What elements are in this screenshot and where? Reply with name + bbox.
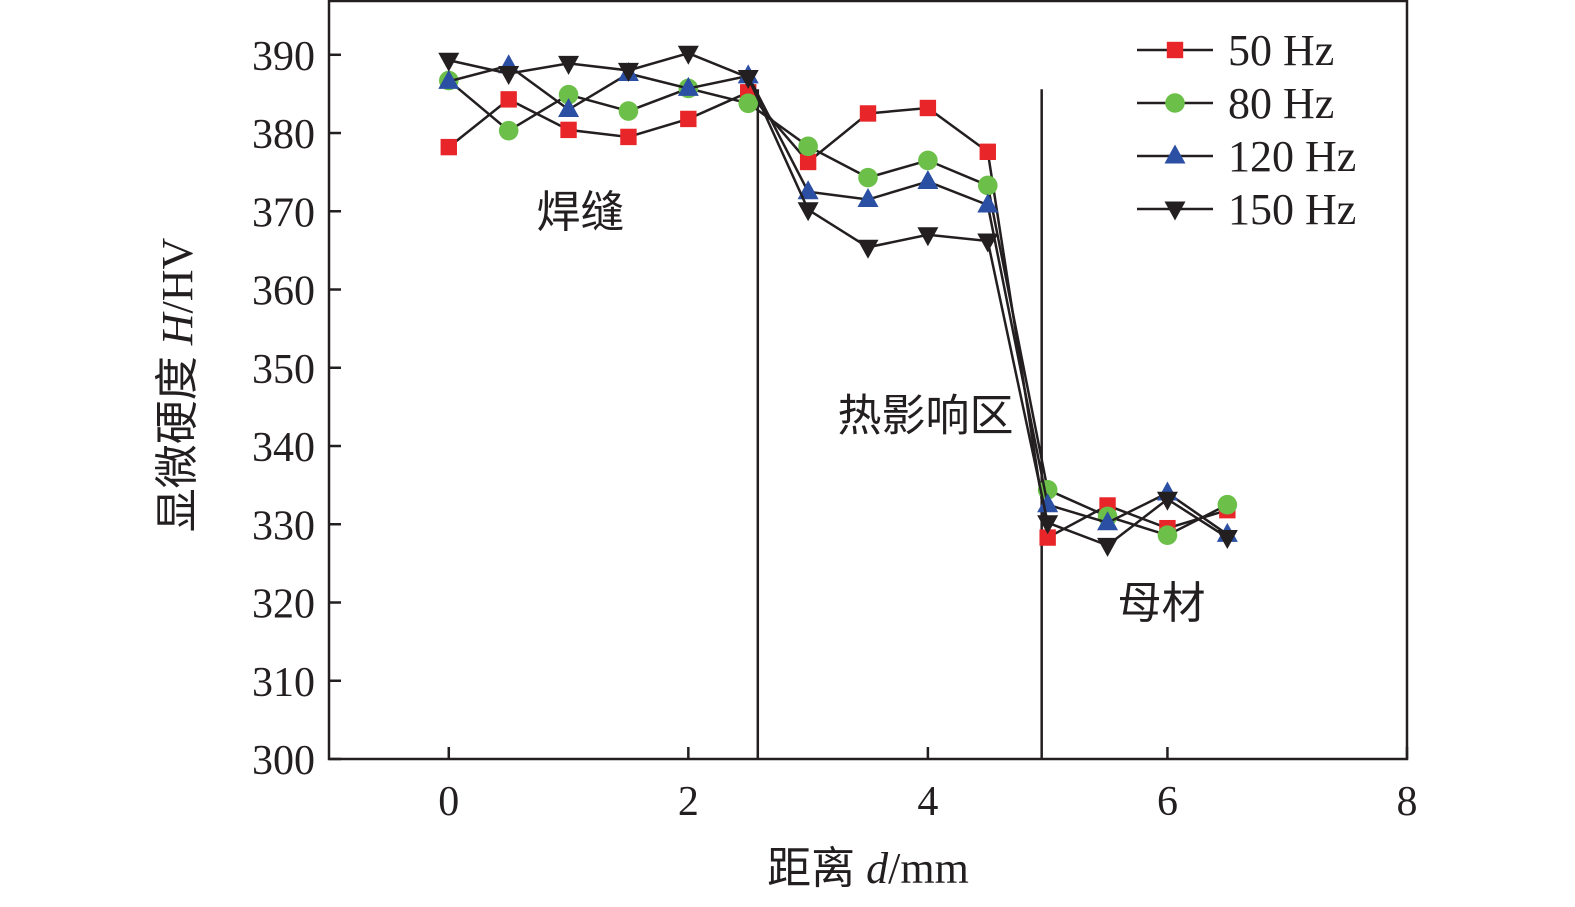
data-point bbox=[1217, 494, 1238, 515]
data-point bbox=[977, 233, 999, 253]
data-point bbox=[1157, 525, 1178, 546]
y-tick-label: 300 bbox=[252, 738, 315, 784]
legend-label: 120 Hz bbox=[1228, 132, 1356, 181]
data-point bbox=[620, 128, 637, 146]
data-point bbox=[1039, 529, 1056, 546]
data-point bbox=[677, 76, 699, 96]
data-point bbox=[440, 138, 457, 156]
legend-item: 120 Hz bbox=[1137, 132, 1356, 181]
data-point bbox=[498, 120, 519, 141]
data-point bbox=[918, 150, 938, 171]
data-point bbox=[977, 193, 999, 213]
data-point bbox=[1037, 493, 1059, 513]
data-point bbox=[680, 110, 697, 128]
legend-item: 80 Hz bbox=[1137, 79, 1334, 128]
data-point bbox=[797, 202, 819, 222]
data-point bbox=[500, 91, 517, 108]
y-tick-label: 310 bbox=[252, 660, 315, 706]
data-point bbox=[857, 188, 879, 208]
data-point bbox=[798, 136, 818, 157]
x-axis-title: 距离 d/mm bbox=[767, 844, 969, 893]
series-layer bbox=[438, 45, 1238, 557]
data-point bbox=[797, 180, 819, 200]
data-point bbox=[438, 69, 460, 89]
data-point bbox=[917, 227, 939, 247]
data-point bbox=[1156, 491, 1178, 511]
legend-label: 80 Hz bbox=[1228, 79, 1334, 128]
data-point bbox=[979, 143, 996, 160]
series-line bbox=[447, 79, 1228, 537]
data-point bbox=[1097, 511, 1119, 531]
data-point bbox=[560, 121, 577, 139]
data-point bbox=[857, 239, 879, 259]
data-point bbox=[1097, 537, 1119, 557]
series-line bbox=[448, 51, 1229, 547]
series-2 bbox=[438, 54, 1238, 542]
x-tick-label: 0 bbox=[438, 779, 459, 825]
y-tick-label: 330 bbox=[252, 503, 315, 549]
y-tick-label: 360 bbox=[252, 269, 315, 315]
x-tick-label: 8 bbox=[1397, 779, 1418, 825]
series-1 bbox=[438, 70, 1238, 546]
data-point bbox=[1216, 530, 1238, 550]
data-point bbox=[919, 99, 937, 117]
legend-marker bbox=[1165, 93, 1185, 113]
data-point bbox=[498, 66, 520, 86]
legend-item: 150 Hz bbox=[1137, 185, 1356, 234]
y-tick-label: 340 bbox=[252, 425, 315, 471]
series-3 bbox=[438, 45, 1238, 557]
y-tick-label: 390 bbox=[252, 34, 315, 80]
y-tick-label: 370 bbox=[252, 190, 315, 236]
plot-area bbox=[327, 0, 1409, 761]
legend-label: 50 Hz bbox=[1228, 26, 1334, 75]
x-tick-label: 4 bbox=[917, 779, 938, 825]
legend-marker bbox=[1166, 41, 1184, 59]
legend-item: 50 Hz bbox=[1137, 26, 1334, 75]
data-point bbox=[618, 101, 639, 121]
y-axis: 300 310 320 330 340 350 360 370 380 390 bbox=[252, 34, 341, 784]
data-point bbox=[858, 167, 878, 188]
legend-marker bbox=[1164, 201, 1186, 221]
data-point bbox=[677, 45, 699, 65]
y-tick-label: 380 bbox=[252, 112, 315, 158]
y-tick-label: 350 bbox=[252, 347, 315, 393]
legend-label: 150 Hz bbox=[1228, 185, 1356, 234]
series-0 bbox=[440, 84, 1236, 546]
data-point bbox=[917, 170, 939, 190]
series-line bbox=[448, 64, 1229, 536]
x-tick-label: 2 bbox=[678, 779, 699, 825]
data-point bbox=[977, 175, 998, 196]
y-tick-label: 320 bbox=[252, 582, 315, 628]
data-point bbox=[738, 93, 759, 114]
data-point bbox=[799, 153, 817, 171]
data-point bbox=[558, 98, 580, 118]
region-label: 热影响区 bbox=[837, 391, 1013, 440]
x-axis: 0 2 4 6 8 bbox=[438, 747, 1418, 825]
data-point bbox=[859, 105, 877, 122]
data-point bbox=[1037, 515, 1059, 535]
region-label: 母材 bbox=[1117, 579, 1205, 628]
data-point bbox=[558, 84, 579, 105]
legend-marker bbox=[1164, 144, 1186, 164]
data-point bbox=[737, 69, 759, 89]
region-label: 焊缝 bbox=[537, 188, 625, 237]
plot-frame bbox=[327, 0, 1409, 761]
y-axis-title: 显微硬度 H/HV bbox=[153, 238, 202, 533]
data-point bbox=[438, 52, 460, 72]
data-point bbox=[558, 55, 580, 75]
x-tick-label: 6 bbox=[1157, 779, 1178, 825]
data-point bbox=[617, 62, 639, 82]
series-line bbox=[447, 90, 1228, 540]
